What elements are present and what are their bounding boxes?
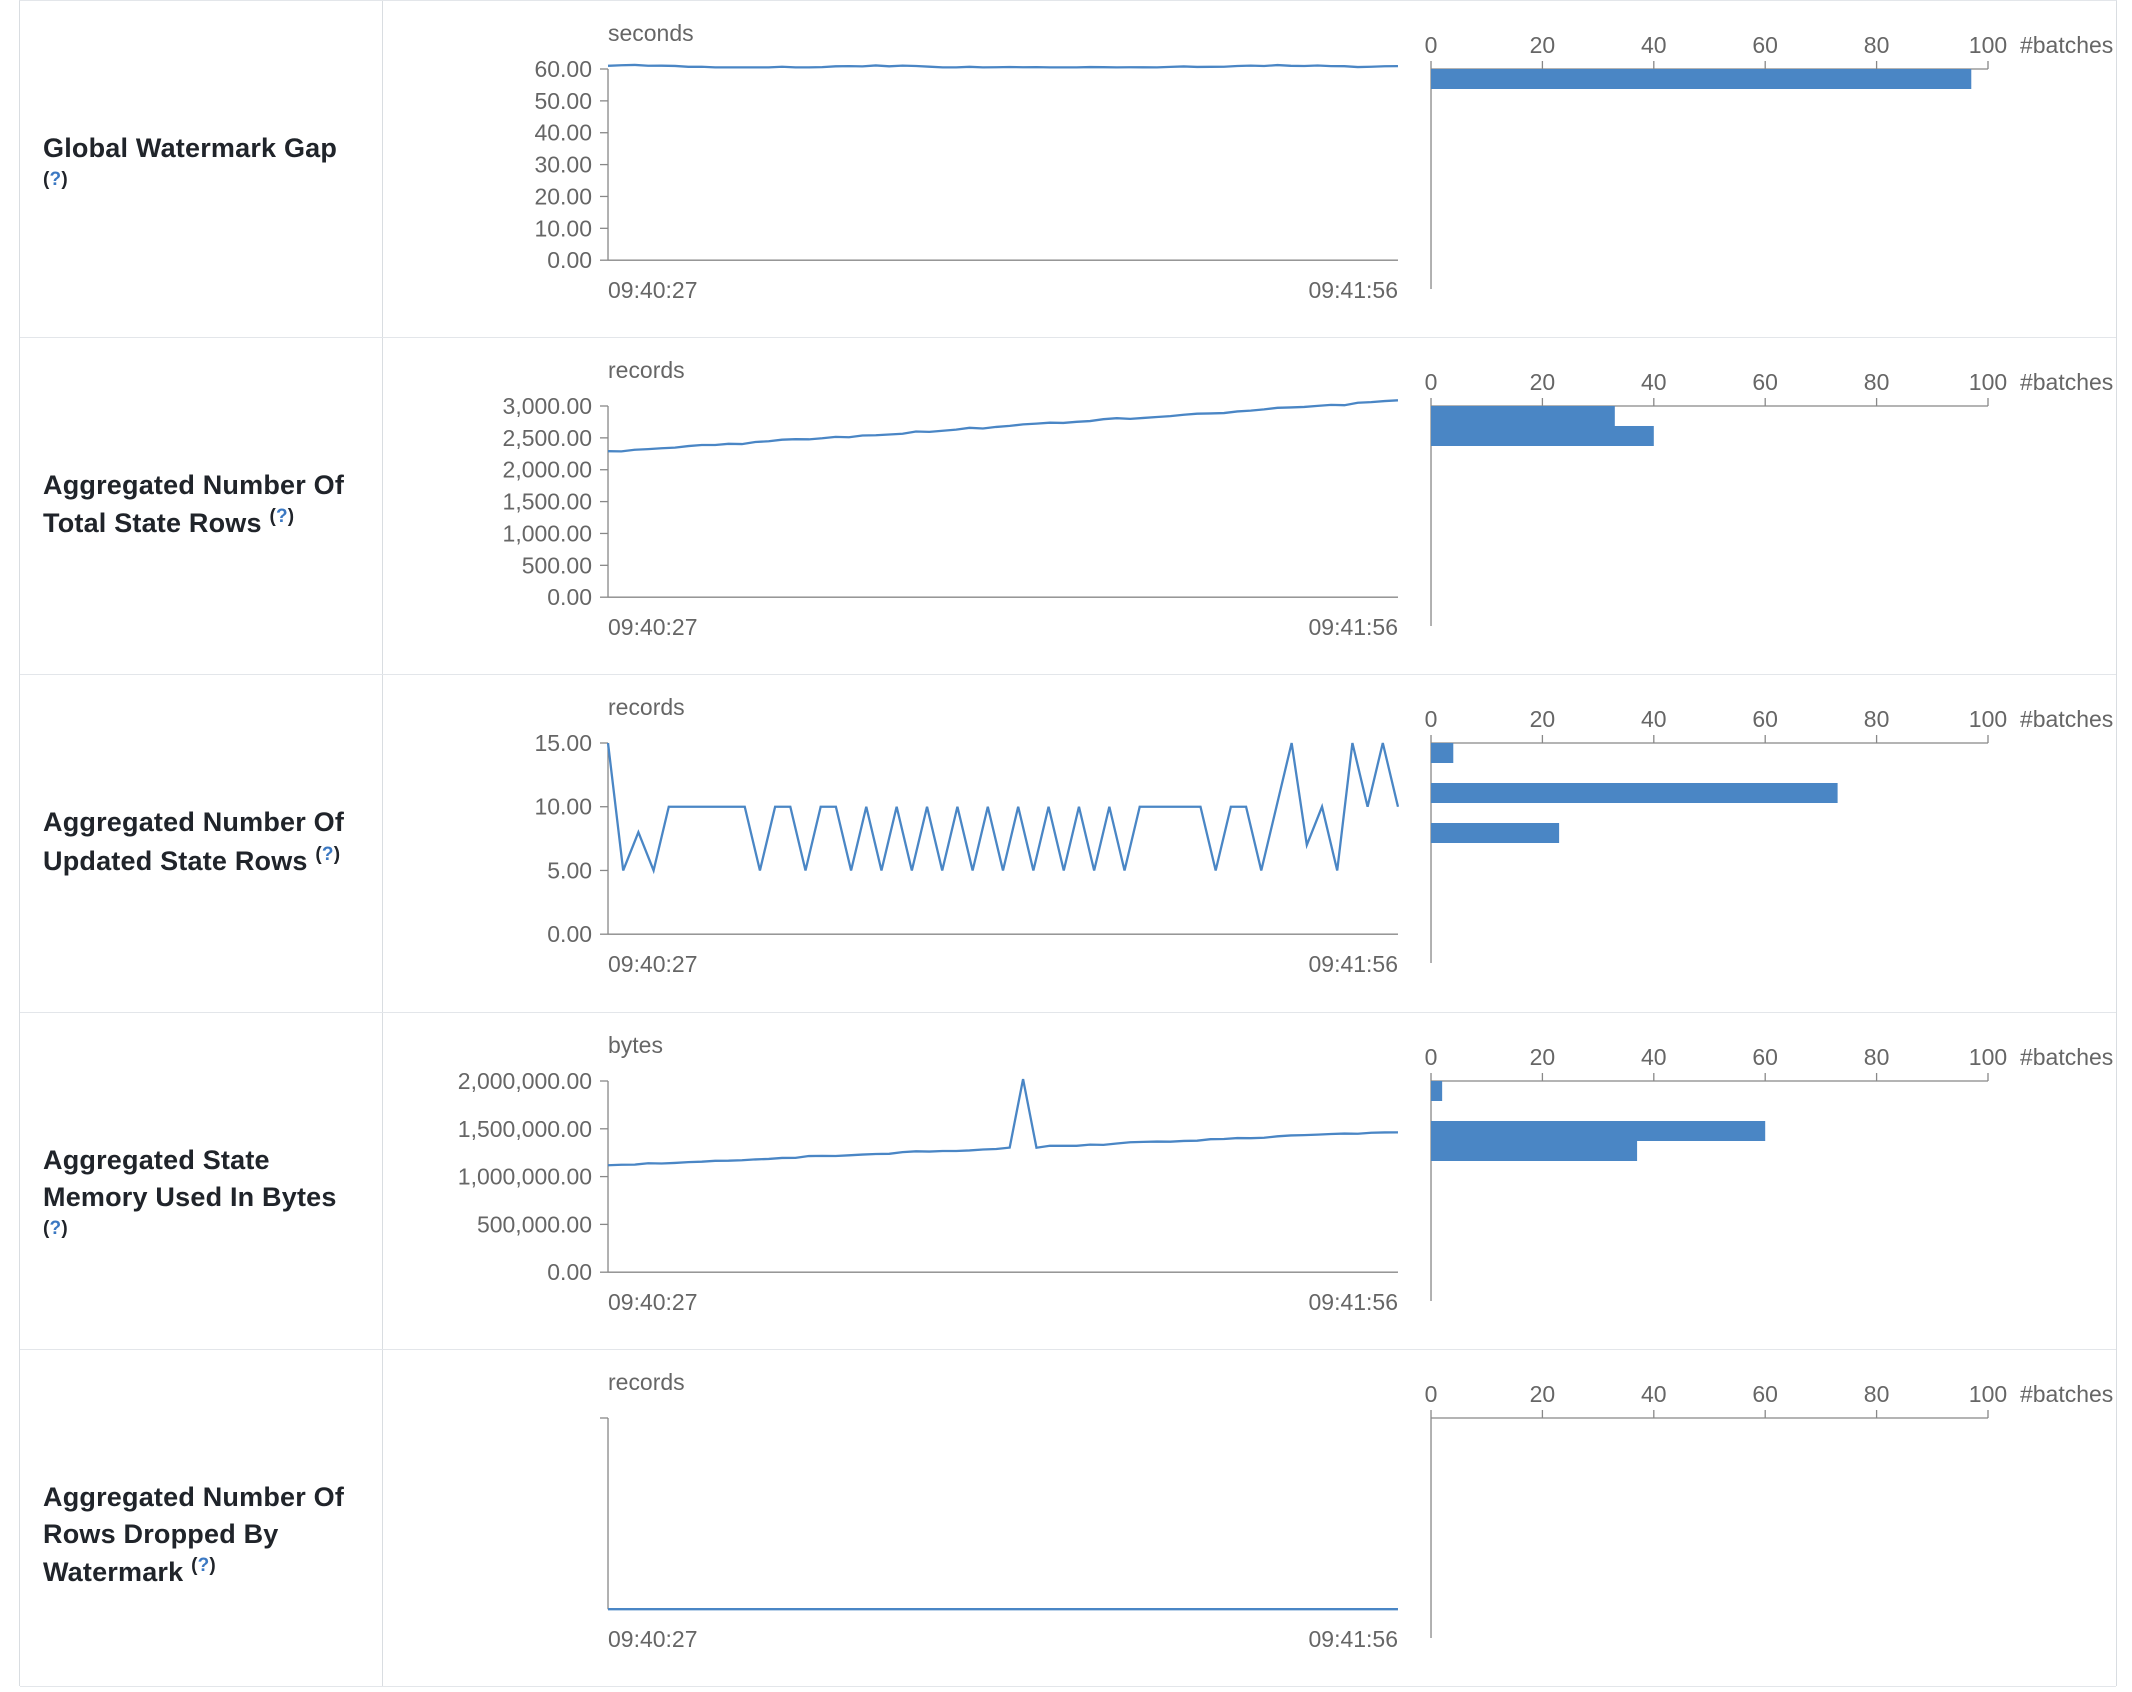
svg-text:60: 60 [1752,1044,1778,1070]
svg-text:0: 0 [1425,32,1438,58]
svg-text:seconds: seconds [608,20,694,46]
svg-text:20: 20 [1530,1381,1556,1407]
svg-text:15.00: 15.00 [534,730,592,756]
svg-text:20: 20 [1530,369,1556,395]
svg-text:60: 60 [1752,32,1778,58]
svg-text:1,000.00: 1,000.00 [503,521,592,547]
svg-text:60: 60 [1752,1381,1778,1407]
svg-text:0.00: 0.00 [547,584,592,610]
svg-text:500,000.00: 500,000.00 [477,1211,592,1237]
svg-text:09:41:56: 09:41:56 [1309,952,1398,978]
svg-text:09:41:56: 09:41:56 [1309,1289,1398,1315]
svg-text:0: 0 [1425,1381,1438,1407]
svg-text:0.00: 0.00 [547,1259,592,1285]
svg-text:records: records [608,694,685,720]
svg-text:100: 100 [1969,32,2007,58]
svg-text:100: 100 [1969,706,2007,732]
svg-text:0.00: 0.00 [547,247,592,273]
svg-text:#batches: #batches [2020,1044,2113,1070]
svg-text:40.00: 40.00 [534,120,592,146]
svg-text:0: 0 [1425,1044,1438,1070]
svg-text:20: 20 [1530,1044,1556,1070]
svg-text:#batches: #batches [2020,369,2113,395]
svg-text:1,500.00: 1,500.00 [503,489,592,515]
svg-text:records: records [608,357,685,383]
svg-text:100: 100 [1969,1381,2007,1407]
svg-text:3,000.00: 3,000.00 [503,393,592,419]
svg-text:09:40:27: 09:40:27 [608,952,697,978]
svg-text:0: 0 [1425,706,1438,732]
svg-text:2,500.00: 2,500.00 [503,425,592,451]
svg-text:09:40:27: 09:40:27 [608,1289,697,1315]
svg-text:09:41:56: 09:41:56 [1309,614,1398,640]
svg-text:20: 20 [1530,706,1556,732]
svg-text:80: 80 [1864,1044,1890,1070]
svg-text:1,000,000.00: 1,000,000.00 [458,1163,592,1189]
svg-text:500.00: 500.00 [522,553,592,579]
svg-text:10.00: 10.00 [534,794,592,820]
svg-text:20.00: 20.00 [534,183,592,209]
svg-text:1,500,000.00: 1,500,000.00 [458,1115,592,1141]
svg-text:60: 60 [1752,369,1778,395]
svg-text:80: 80 [1864,706,1890,732]
svg-text:09:41:56: 09:41:56 [1309,277,1398,303]
svg-text:40: 40 [1641,1381,1667,1407]
svg-text:2,000.00: 2,000.00 [503,457,592,483]
svg-text:40: 40 [1641,369,1667,395]
svg-text:60.00: 60.00 [534,56,592,82]
svg-text:09:41:56: 09:41:56 [1309,1626,1398,1652]
svg-text:10.00: 10.00 [534,215,592,241]
svg-text:40: 40 [1641,32,1667,58]
svg-text:#batches: #batches [2020,1381,2113,1407]
svg-text:records: records [608,1369,685,1395]
svg-text:09:40:27: 09:40:27 [608,1626,697,1652]
svg-text:40: 40 [1641,706,1667,732]
svg-text:09:40:27: 09:40:27 [608,614,697,640]
svg-text:0: 0 [1425,369,1438,395]
svg-text:80: 80 [1864,1381,1890,1407]
svg-text:2,000,000.00: 2,000,000.00 [458,1068,592,1094]
svg-text:5.00: 5.00 [547,858,592,884]
svg-text:100: 100 [1969,1044,2007,1070]
svg-text:20: 20 [1530,32,1556,58]
svg-text:#batches: #batches [2020,32,2113,58]
svg-text:100: 100 [1969,369,2007,395]
svg-text:#batches: #batches [2020,706,2113,732]
svg-text:80: 80 [1864,32,1890,58]
svg-text:40: 40 [1641,1044,1667,1070]
svg-text:50.00: 50.00 [534,88,592,114]
svg-text:0.00: 0.00 [547,922,592,948]
svg-text:09:40:27: 09:40:27 [608,277,697,303]
svg-text:30.00: 30.00 [534,152,592,178]
svg-text:80: 80 [1864,369,1890,395]
svg-text:bytes: bytes [608,1032,663,1058]
svg-text:60: 60 [1752,706,1778,732]
